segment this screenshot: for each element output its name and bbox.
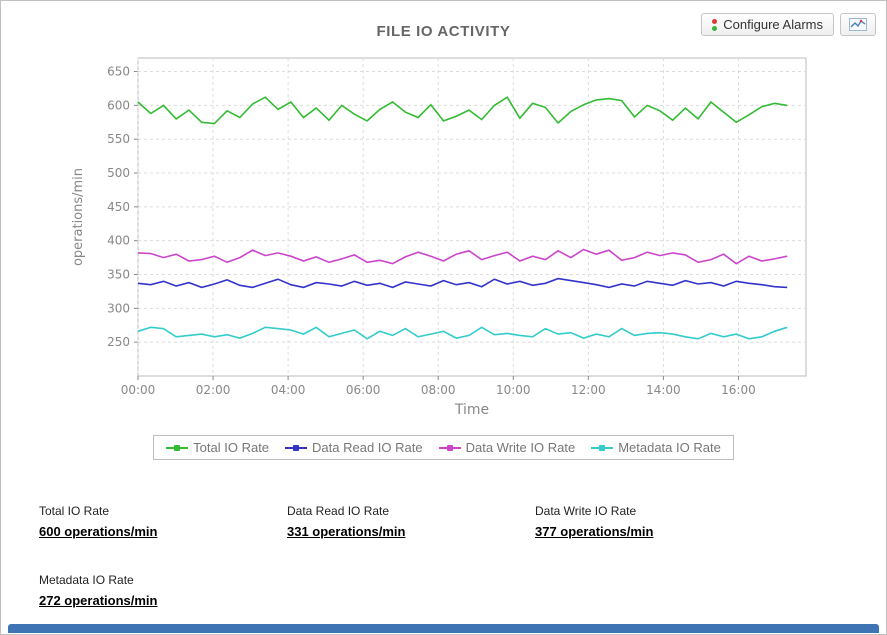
series-line-data-read-io-rate xyxy=(137,277,788,289)
x-tick-label: 14:00 xyxy=(646,383,681,397)
legend-marker xyxy=(166,444,189,451)
stat-value-link[interactable]: 377 operations/min xyxy=(535,524,654,539)
y-tick-label: 300 xyxy=(107,301,130,315)
alarms-icon xyxy=(712,18,718,31)
legend-label: Data Write IO Rate xyxy=(465,440,576,455)
stat-value-link[interactable]: 272 operations/min xyxy=(39,593,158,608)
legend-label: Total IO Rate xyxy=(193,440,270,455)
toolbar: Configure Alarms xyxy=(701,13,876,36)
x-tick-label: 04:00 xyxy=(271,383,306,397)
chart-area: 250 300 350 400 450 500 550 600 650 00:00 02:00 04:… xyxy=(66,46,886,425)
legend-marker xyxy=(591,444,614,451)
configure-alarms-button[interactable]: Configure Alarms xyxy=(701,13,834,36)
stats-grid: Total IO Rate 600 operations/min Data Re… xyxy=(39,504,886,610)
y-axis-title: operations/min xyxy=(71,168,86,266)
legend-item-data-read-io-rate[interactable]: Data Read IO Rate xyxy=(285,440,423,455)
legend-label: Metadata IO Rate xyxy=(618,440,721,455)
stat-label: Total IO Rate xyxy=(39,504,110,518)
stat-metadata-io-rate: Metadata IO Rate 272 operations/min xyxy=(39,573,287,610)
stat-label: Metadata IO Rate xyxy=(39,573,134,587)
footer-bar xyxy=(8,624,879,633)
legend-item-data-write-io-rate[interactable]: Data Write IO Rate xyxy=(438,440,576,455)
io-activity-chart: 250 300 350 400 450 500 550 600 650 00:00 02:00 04:… xyxy=(71,57,807,418)
series-line-metadata-io-rate xyxy=(137,326,788,340)
legend-label: Data Read IO Rate xyxy=(312,440,423,455)
y-tick-label: 500 xyxy=(107,166,130,180)
stat-data-write-io-rate: Data Write IO Rate 377 operations/min xyxy=(535,504,835,541)
y-tick-label: 350 xyxy=(107,268,130,282)
legend-marker xyxy=(438,444,461,451)
stat-value-link[interactable]: 331 operations/min xyxy=(287,524,406,539)
configure-alarms-label: Configure Alarms xyxy=(723,17,823,32)
legend-marker xyxy=(285,444,308,451)
x-tick-label: 12:00 xyxy=(571,383,606,397)
chart-title: FILE IO ACTIVITY xyxy=(376,23,511,40)
stat-label: Data Write IO Rate xyxy=(535,504,637,518)
x-tick-label: 08:00 xyxy=(421,383,456,397)
y-tick-label: 600 xyxy=(107,98,130,112)
chart-legend: Total IO Rate Data Read IO Rate Data Write… xyxy=(1,435,886,460)
stat-label: Data Read IO Rate xyxy=(287,504,390,518)
view-graph-button[interactable] xyxy=(840,13,876,36)
x-axis-title: Time xyxy=(454,402,489,418)
line-chart-icon xyxy=(849,18,867,31)
legend-box: Total IO Rate Data Read IO Rate Data Write… xyxy=(153,435,734,460)
stat-value-link[interactable]: 600 operations/min xyxy=(39,524,158,539)
x-tick-label: 06:00 xyxy=(346,383,381,397)
stat-total-io-rate: Total IO Rate 600 operations/min xyxy=(39,504,287,541)
legend-item-metadata-io-rate[interactable]: Metadata IO Rate xyxy=(591,440,721,455)
y-tick-label: 250 xyxy=(107,335,130,349)
series-line-data-write-io-rate xyxy=(137,248,788,265)
x-tick-label: 16:00 xyxy=(721,383,756,397)
legend-item-total-io-rate[interactable]: Total IO Rate xyxy=(166,440,269,455)
plot-area xyxy=(137,57,807,377)
y-tick-label: 450 xyxy=(107,200,130,214)
y-tick-label: 400 xyxy=(107,234,130,248)
y-tick-label: 650 xyxy=(107,65,130,79)
x-tick-label: 10:00 xyxy=(496,383,531,397)
x-tick-label: 02:00 xyxy=(196,383,231,397)
stat-data-read-io-rate: Data Read IO Rate 331 operations/min xyxy=(287,504,535,541)
x-tick-label: 00:00 xyxy=(121,383,156,397)
y-tick-label: 550 xyxy=(107,132,130,146)
series-line-total-io-rate xyxy=(137,96,788,125)
